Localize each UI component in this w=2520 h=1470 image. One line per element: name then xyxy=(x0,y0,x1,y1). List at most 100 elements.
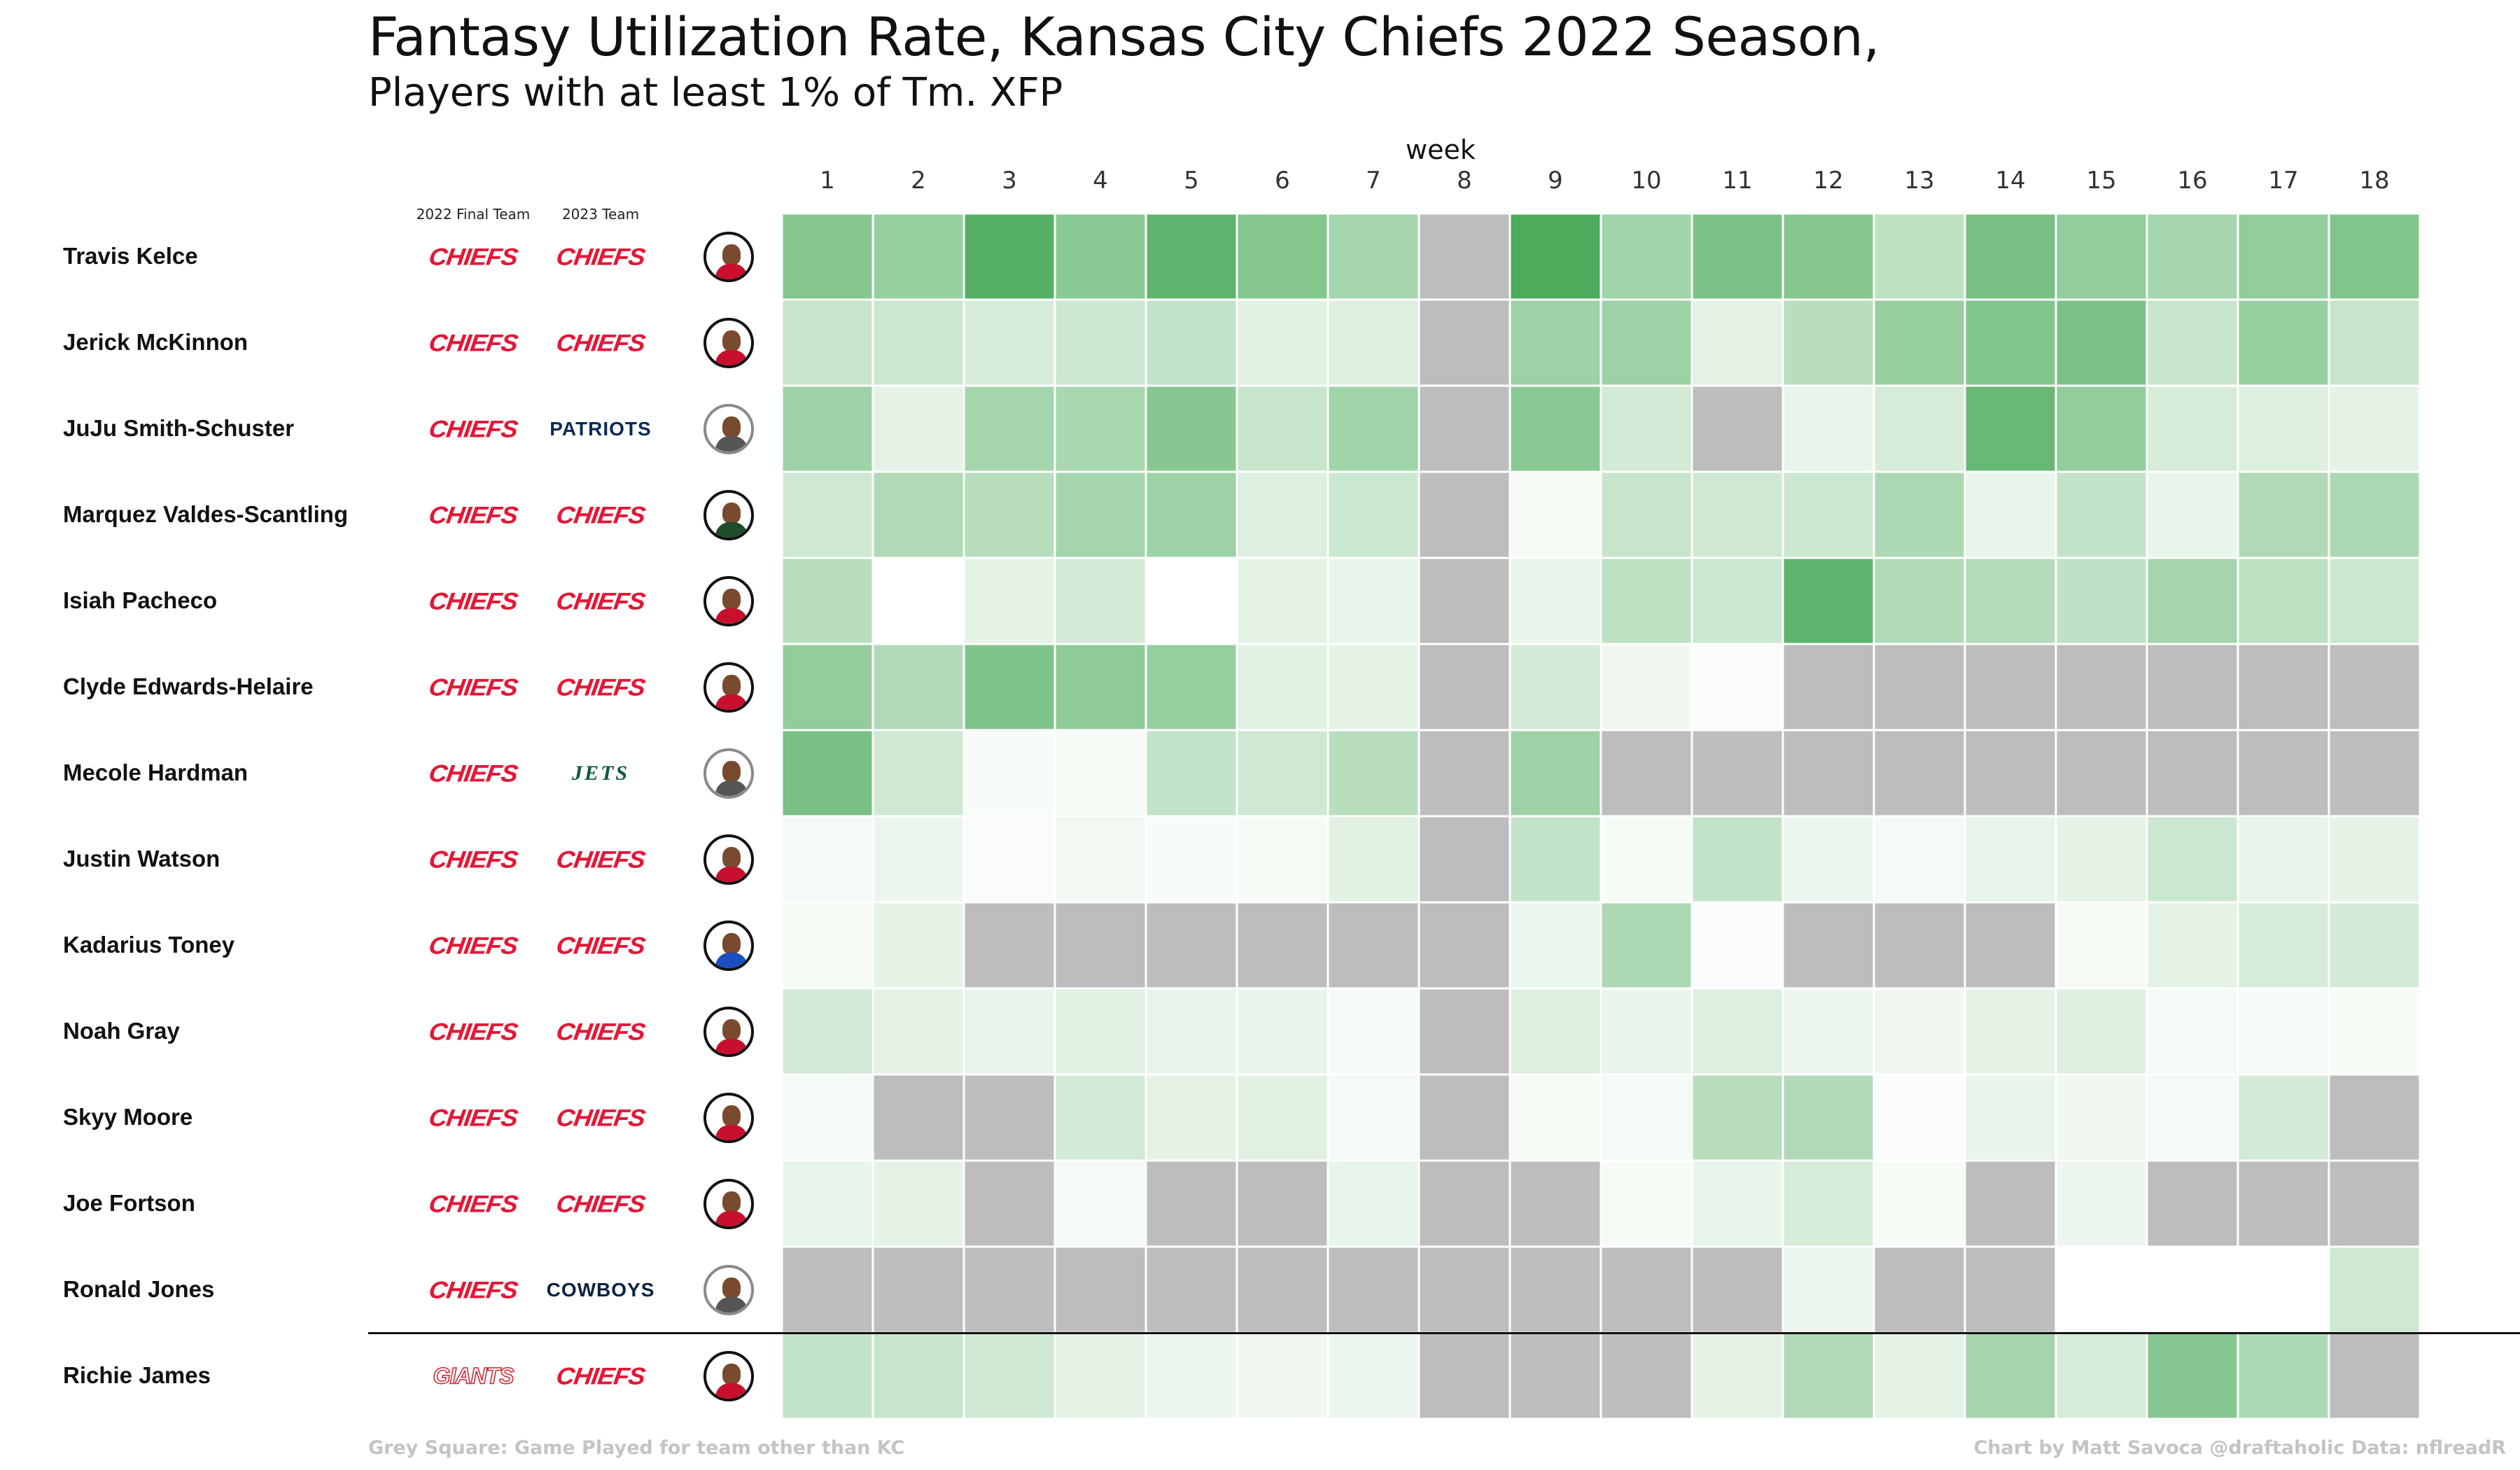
heatmap-cell xyxy=(1600,298,1693,387)
heatmap-cell xyxy=(2054,384,2148,473)
heatmap-cell xyxy=(1782,643,1875,732)
heatmap-cell xyxy=(1144,901,1238,990)
heatmap-cell xyxy=(1236,556,1329,645)
heatmap-cell xyxy=(1326,470,1420,559)
week-tick-5: 5 xyxy=(1184,167,1199,195)
heatmap-cell xyxy=(1963,556,2057,645)
heatmap-cell xyxy=(1418,384,1511,473)
heatmap-cell xyxy=(962,1245,1056,1334)
heatmap-cell xyxy=(1600,212,1693,301)
heatmap-cell xyxy=(1418,729,1511,818)
heatmap-cell xyxy=(1872,470,1966,559)
heatmap-cell xyxy=(1690,901,1784,990)
heatmap-cell xyxy=(1144,1245,1238,1334)
heatmap-cell xyxy=(872,901,965,990)
heatmap-cell xyxy=(872,1159,965,1248)
player-name: Justin Watson xyxy=(63,845,220,872)
heatmap-cell xyxy=(1144,815,1238,904)
heatmap-cell xyxy=(2328,298,2421,387)
heatmap-cell xyxy=(2328,1331,2421,1420)
heatmap-cell xyxy=(1144,987,1238,1076)
team-2023-logo: JETS xyxy=(571,761,630,785)
heatmap-cell xyxy=(872,1073,965,1162)
heatmap-cell xyxy=(1872,212,1966,301)
heatmap-cell xyxy=(1963,1245,2057,1334)
week-tick-13: 13 xyxy=(1904,167,1935,195)
heatmap-cell xyxy=(2054,1073,2148,1162)
week-tick-6: 6 xyxy=(1275,167,1290,195)
heatmap-cell xyxy=(1144,470,1238,559)
heatmap-cell xyxy=(1690,212,1784,301)
heatmap-cell xyxy=(1508,1245,1602,1334)
heatmap-cell xyxy=(2054,729,2148,818)
heatmap-cell xyxy=(1236,1245,1329,1334)
heatmap-cell xyxy=(1236,729,1329,818)
heatmap-cell xyxy=(1054,470,1147,559)
heatmap-cell xyxy=(962,556,1056,645)
heatmap-cell xyxy=(1690,815,1784,904)
heatmap-cell xyxy=(2054,212,2148,301)
heatmap-cell xyxy=(1782,987,1875,1076)
heatmap-cell xyxy=(872,643,965,732)
player-headshot-avatar xyxy=(704,231,754,282)
heatmap-cell xyxy=(1690,1159,1784,1248)
heatmap-cell xyxy=(2054,815,2148,904)
heatmap-cell xyxy=(1872,1159,1966,1248)
heatmap-cell xyxy=(1963,901,2057,990)
heatmap-cell xyxy=(872,815,965,904)
week-tick-14: 14 xyxy=(1995,167,2026,195)
heatmap-cell xyxy=(1690,1331,1784,1420)
heatmap-cell xyxy=(1600,556,1693,645)
heatmap-cell xyxy=(2146,470,2239,559)
heatmap-cell xyxy=(1872,643,1966,732)
heatmap-cell xyxy=(780,729,874,818)
heatmap-cell xyxy=(1690,729,1784,818)
heatmap-cell xyxy=(962,1331,1056,1420)
heatmap-cell xyxy=(1418,470,1511,559)
heatmap-cell xyxy=(780,987,874,1076)
heatmap-cell xyxy=(1508,987,1602,1076)
week-tick-18: 18 xyxy=(2359,167,2390,195)
heatmap-cell xyxy=(1236,643,1329,732)
heatmap-cell xyxy=(2236,1073,2330,1162)
chart-title: Fantasy Utilization Rate, Kansas City Ch… xyxy=(368,6,1880,68)
heatmap-cell xyxy=(1144,212,1238,301)
heatmap-cell xyxy=(1872,729,1966,818)
heatmap-cell xyxy=(1054,901,1147,990)
heatmap-cell xyxy=(780,643,874,732)
heatmap-cell xyxy=(1054,298,1147,387)
heatmap-cell xyxy=(872,1331,965,1420)
heatmap-cell xyxy=(1326,815,1420,904)
heatmap-cell xyxy=(1508,729,1602,818)
heatmap-cell xyxy=(1690,470,1784,559)
heatmap-cell xyxy=(1782,384,1875,473)
heatmap-cell xyxy=(872,729,965,818)
heatmap-cell xyxy=(2146,1331,2239,1420)
heatmap-cell xyxy=(1690,1245,1784,1334)
heatmap-cell xyxy=(780,1245,874,1334)
player-headshot-avatar xyxy=(704,834,754,885)
heatmap-cell xyxy=(1326,987,1420,1076)
heatmap-cell xyxy=(962,901,1056,990)
week-tick-17: 17 xyxy=(2268,167,2299,195)
heatmap-cell xyxy=(962,470,1056,559)
heatmap-cell xyxy=(1144,384,1238,473)
heatmap-cell xyxy=(2146,1245,2239,1334)
heatmap-cell xyxy=(2328,643,2421,732)
heatmap-cell xyxy=(2236,1159,2330,1248)
heatmap-cell xyxy=(1418,1073,1511,1162)
heatmap-cell xyxy=(1508,815,1602,904)
heatmap-cell xyxy=(1782,298,1875,387)
heatmap-cell xyxy=(1418,298,1511,387)
heatmap-cell xyxy=(872,212,965,301)
heatmap-cell xyxy=(1236,1159,1329,1248)
heatmap-cell xyxy=(2328,901,2421,990)
player-headshot-avatar xyxy=(704,1092,754,1143)
heatmap-cell xyxy=(1236,987,1329,1076)
heatmap-cell xyxy=(1326,384,1420,473)
heatmap-cell xyxy=(1872,1245,1966,1334)
heatmap-cell xyxy=(2236,901,2330,990)
heatmap-cell xyxy=(1782,729,1875,818)
heatmap-cell xyxy=(1963,212,2057,301)
